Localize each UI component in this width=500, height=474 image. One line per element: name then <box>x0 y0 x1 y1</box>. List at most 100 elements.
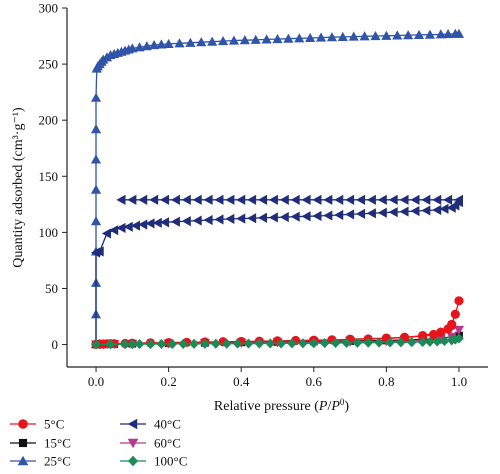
data-point-40c-adsorption <box>214 214 224 225</box>
data-point-40c-adsorption <box>345 209 355 220</box>
data-point-40c-desorption <box>399 194 409 205</box>
data-point-25c-adsorption <box>261 34 272 44</box>
data-point-100c-adsorption <box>308 338 319 349</box>
data-point-40c-adsorption <box>225 213 235 224</box>
data-point-5c-desorption <box>436 327 446 337</box>
data-point-40c-desorption <box>236 194 246 205</box>
data-point-25c-adsorption <box>90 216 102 226</box>
data-point-40c-adsorption <box>399 206 409 217</box>
data-point-40c-adsorption <box>312 210 322 222</box>
data-point-40c-desorption <box>138 194 148 205</box>
data-point-40c-desorption <box>225 194 235 205</box>
data-point-100c-adsorption <box>232 338 243 349</box>
data-point-40c-desorption <box>355 194 366 205</box>
data-point-25c-adsorption <box>381 30 392 40</box>
series-40c <box>90 194 464 350</box>
data-point-100c-adsorption <box>439 335 450 347</box>
data-point-100c-adsorption <box>265 338 276 349</box>
data-point-25c-adsorption <box>174 38 185 48</box>
data-point-40c-adsorption <box>192 215 202 226</box>
data-point-25c-adsorption <box>272 34 283 44</box>
data-point-100c-adsorption <box>105 339 116 350</box>
x-tick-label: 0.2 <box>160 374 176 389</box>
data-point-40c-desorption <box>301 194 311 205</box>
data-point-40c-desorption <box>323 194 333 205</box>
data-point-5c-adsorption <box>450 309 460 319</box>
x-tick-label: 0.6 <box>306 374 323 389</box>
data-point-100c-adsorption <box>221 338 232 349</box>
series-25c-adsorption-line <box>95 33 459 344</box>
data-point-100c-adsorption <box>145 338 156 350</box>
y-tick-label: 0 <box>52 337 59 352</box>
data-point-25c-adsorption <box>443 28 454 39</box>
data-point-100c-adsorption <box>425 336 435 347</box>
legend-marker-40c <box>127 418 138 430</box>
data-point-40c-adsorption <box>247 213 257 224</box>
legend-label-40c: 40°C <box>154 417 181 432</box>
data-point-25c-adsorption <box>141 41 152 51</box>
data-point-25c-adsorption <box>424 29 435 39</box>
data-point-100c-adsorption <box>406 337 417 348</box>
data-point-40c-adsorption <box>268 212 278 223</box>
data-point-40c-desorption <box>149 194 159 205</box>
data-point-40c-desorption <box>432 194 442 205</box>
data-point-40c-adsorption <box>290 211 300 222</box>
data-point-25c-adsorption <box>403 30 414 40</box>
data-point-40c-adsorption <box>279 212 289 223</box>
data-point-100c-adsorption <box>417 336 428 348</box>
data-point-25c-adsorption <box>305 32 316 43</box>
data-point-40c-desorption <box>247 194 257 205</box>
data-point-40c-desorption <box>410 194 420 205</box>
data-point-40c-adsorption <box>377 207 387 218</box>
data-point-100c-adsorption <box>363 337 374 348</box>
legend: 5°C 15°C 25°C 40°C 60°C 100°C <box>10 417 187 469</box>
y-tick-label: 300 <box>39 1 59 16</box>
data-point-25c-adsorption <box>228 35 240 45</box>
data-point-40c-adsorption <box>432 204 442 215</box>
data-point-40c-adsorption <box>109 225 119 236</box>
legend-label-5c: 5°C <box>44 417 64 432</box>
data-point-100c-adsorption <box>352 337 363 348</box>
data-point-100c-adsorption <box>341 337 352 348</box>
data-point-25c-adsorption <box>239 35 250 45</box>
data-point-100c-adsorption <box>91 339 101 350</box>
legend-label-25c: 25°C <box>44 454 71 469</box>
legend-marker-60c <box>127 438 139 449</box>
data-point-40c-adsorption <box>123 221 133 232</box>
data-point-100c-adsorption <box>127 339 138 350</box>
plot-area <box>90 28 465 350</box>
data-point-40c-adsorption <box>203 214 213 226</box>
y-tick-label: 200 <box>39 113 59 128</box>
data-point-25c-adsorption <box>283 33 294 43</box>
data-point-100c-adsorption <box>120 339 130 350</box>
legend-label-60c: 60°C <box>154 436 181 451</box>
data-point-40c-desorption <box>127 194 137 205</box>
legend-item-25c: 25°C <box>10 454 71 469</box>
data-point-40c-desorption <box>170 194 180 205</box>
data-point-40c-adsorption <box>94 246 104 257</box>
legend-label-100c: 100°C <box>154 454 187 469</box>
data-point-40c-adsorption <box>170 216 180 227</box>
data-point-100c-adsorption <box>200 338 210 349</box>
data-point-40c-desorption <box>377 194 387 205</box>
data-point-40c-adsorption <box>236 213 246 224</box>
data-point-25c-adsorption <box>185 37 196 47</box>
legend-marker-25c <box>17 455 29 466</box>
legend-item-60c: 60°C <box>120 436 181 451</box>
data-point-40c-desorption <box>388 194 398 205</box>
data-point-25c-adsorption <box>359 31 370 41</box>
data-point-25c-adsorption <box>207 36 218 46</box>
data-point-40c-desorption <box>159 194 170 205</box>
y-tick-label: 150 <box>39 169 59 184</box>
data-point-40c-adsorption <box>116 222 126 233</box>
data-point-100c-adsorption <box>385 337 395 348</box>
data-point-25c-adsorption <box>348 31 359 41</box>
data-point-25c-adsorption <box>250 34 261 44</box>
data-point-25c-adsorption <box>435 29 446 39</box>
data-point-5c-adsorption <box>428 329 439 340</box>
data-point-40c-desorption <box>334 194 344 205</box>
data-point-25c-adsorption <box>337 31 348 41</box>
data-point-100c-adsorption <box>319 338 330 349</box>
data-point-40c-desorption <box>421 194 431 205</box>
